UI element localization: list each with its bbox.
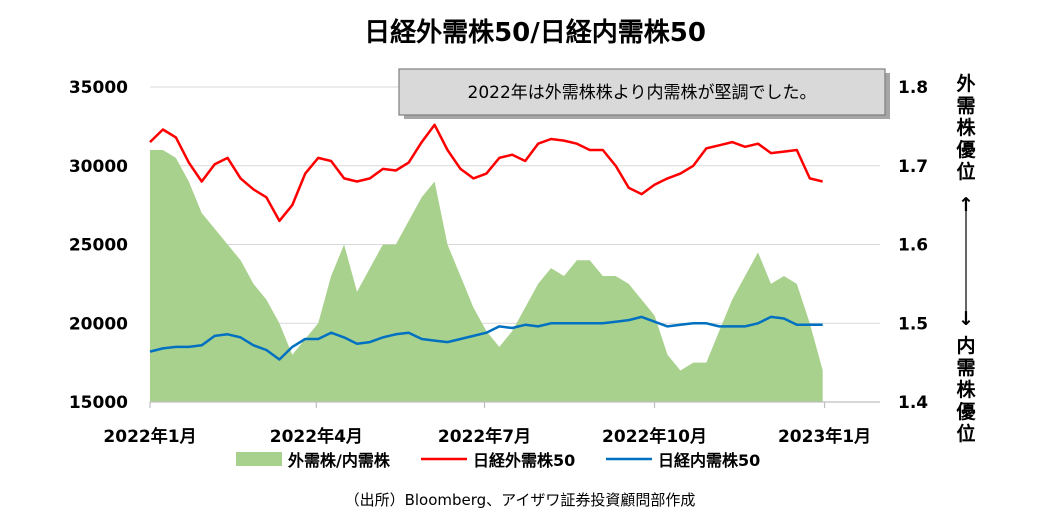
line-domestic-series [149,315,823,361]
vertical-char: 外 [956,72,975,95]
y-left-tick-35000: 35000 [69,78,128,98]
y-left-tick-25000: 25000 [69,236,128,256]
vertical-char: 株 [956,378,976,401]
arrow-up: ↑ [958,194,974,216]
legend-label-domestic: 日経内需株50 [658,451,760,470]
tick-labels: 15000 20000 25000 30000 35000 1.4 1.5 1.6 1.7 1.8… [69,78,928,447]
source-note: （出所）Bloomberg、アイザワ証券投資顧問部作成 [345,491,696,509]
vertical-char: 需 [956,95,975,117]
y-left-tick-20000: 20000 [69,314,128,334]
legend: 外需株/内需株 日経外需株50 日経内需株50 [236,451,760,470]
arrow-down: ↓ [958,308,974,330]
x-tick-label-1: 2022年4月 [270,426,363,447]
vertical-char: 位 [956,422,975,445]
y-right-tick-4: 1.8 [898,78,928,98]
x-tick-label-3: 2022年10月 [602,426,707,447]
label-domestic-dominant: 内需株優位 [955,334,976,445]
annotation-panel [398,68,886,116]
y-left-tick-30000: 30000 [69,157,128,177]
vertical-char: 優 [955,138,976,161]
x-tick-label-2: 2022年7月 [438,426,531,447]
line-series-layer [149,123,823,361]
legend-label-ratio: 外需株/内需株 [287,451,391,470]
vertical-char: 需 [956,357,975,379]
right-axis-labels: 外需株優位 ↑ ↓ 内需株優位 [955,72,976,445]
axes [149,401,880,408]
line-export-series [149,123,823,223]
annotation-text: 2022年は外需株株より内需株が堅調でした。 [468,83,817,103]
x-tick-label-4: 2023年1月 [778,426,871,447]
legend-label-export: 日経外需株50 [473,451,575,470]
vertical-char: 位 [956,160,975,183]
vertical-char: 内 [956,334,975,357]
vertical-char: 株 [956,116,976,139]
y-right-tick-2: 1.6 [898,236,928,256]
vertical-char: 優 [955,400,976,423]
x-tick-label-0: 2022年1月 [103,426,196,447]
y-left-tick-15000: 15000 [69,393,128,413]
label-export-dominant: 外需株優位 [955,72,976,183]
y-right-tick-1: 1.5 [898,314,928,334]
y-right-tick-0: 1.4 [898,393,928,413]
legend-swatch-ratio [236,452,282,466]
chart-title: 日経外需株50/日経内需株50 [364,17,706,48]
annotation-box: 2022年は外需株株より内需株が堅調でした。 [398,68,890,119]
y-right-tick-3: 1.7 [898,157,928,177]
